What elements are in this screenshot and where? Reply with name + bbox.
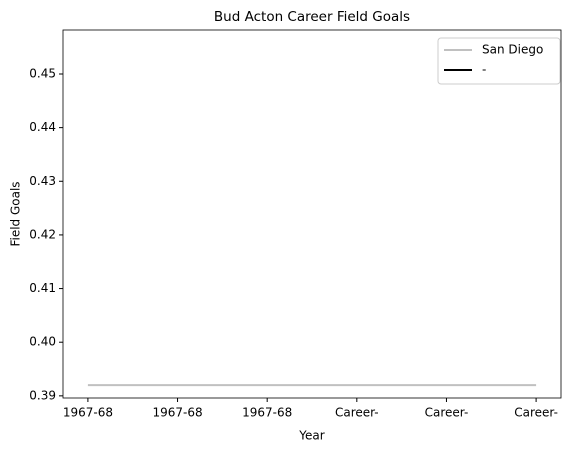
x-tick-label: Career- <box>514 406 558 420</box>
legend-label: San Diego <box>482 43 543 57</box>
legend-label: - <box>482 63 486 77</box>
y-tick-label: 0.40 <box>29 335 56 349</box>
y-tick-label: 0.44 <box>29 120 56 134</box>
y-tick-label: 0.42 <box>29 227 56 241</box>
chart-title: Bud Acton Career Field Goals <box>214 9 410 25</box>
plot-frame <box>62 29 562 399</box>
x-tick-label: 1967-68 <box>242 406 292 420</box>
x-tick-label: 1967-68 <box>63 406 113 420</box>
y-tick-label: 0.39 <box>29 388 56 402</box>
x-tick-label: Career- <box>335 406 379 420</box>
y-tick-label: 0.45 <box>29 66 56 80</box>
y-tick-label: 0.43 <box>29 174 56 188</box>
x-axis-label: Year <box>298 429 324 443</box>
y-axis-label: Field Goals <box>9 181 23 246</box>
x-tick-label: 1967-68 <box>152 406 202 420</box>
x-tick-label: Career- <box>425 406 469 420</box>
y-tick-label: 0.41 <box>29 281 56 295</box>
